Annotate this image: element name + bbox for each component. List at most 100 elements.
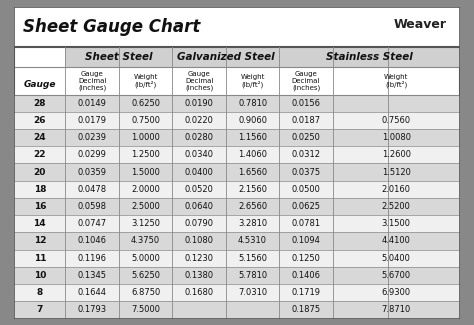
Text: 2.6560: 2.6560 bbox=[238, 202, 267, 211]
Text: 0.0220: 0.0220 bbox=[185, 116, 214, 125]
Text: 0.0312: 0.0312 bbox=[292, 150, 320, 159]
Text: Stainless Steel: Stainless Steel bbox=[326, 52, 413, 62]
Text: 0.6250: 0.6250 bbox=[131, 99, 160, 108]
FancyBboxPatch shape bbox=[14, 6, 460, 47]
FancyBboxPatch shape bbox=[14, 232, 460, 250]
Text: 2.5000: 2.5000 bbox=[131, 202, 160, 211]
FancyBboxPatch shape bbox=[14, 95, 460, 112]
FancyBboxPatch shape bbox=[65, 47, 173, 67]
Text: 5.6250: 5.6250 bbox=[131, 271, 160, 280]
Text: Galvanized Steel: Galvanized Steel bbox=[177, 52, 274, 62]
Text: 0.1793: 0.1793 bbox=[78, 306, 107, 314]
Text: 2.0000: 2.0000 bbox=[131, 185, 160, 194]
FancyBboxPatch shape bbox=[14, 146, 460, 163]
Text: 28: 28 bbox=[34, 99, 46, 108]
Text: 5.0000: 5.0000 bbox=[131, 254, 160, 263]
Text: 0.0187: 0.0187 bbox=[292, 116, 320, 125]
FancyBboxPatch shape bbox=[14, 198, 460, 215]
Text: 2.1560: 2.1560 bbox=[238, 185, 267, 194]
Text: 2.5200: 2.5200 bbox=[382, 202, 411, 211]
Text: 0.1046: 0.1046 bbox=[78, 237, 107, 245]
Text: 0.0149: 0.0149 bbox=[78, 99, 107, 108]
Text: 0.0598: 0.0598 bbox=[78, 202, 107, 211]
Text: 4.4100: 4.4100 bbox=[382, 237, 411, 245]
Text: 10: 10 bbox=[34, 271, 46, 280]
Text: 7: 7 bbox=[36, 306, 43, 314]
Text: 0.1680: 0.1680 bbox=[184, 288, 214, 297]
FancyBboxPatch shape bbox=[14, 301, 460, 318]
Text: 22: 22 bbox=[34, 150, 46, 159]
Text: Weaver: Weaver bbox=[393, 18, 447, 31]
Text: 12: 12 bbox=[34, 237, 46, 245]
Text: Weight
(lb/ft²): Weight (lb/ft²) bbox=[134, 74, 158, 88]
FancyBboxPatch shape bbox=[14, 284, 460, 301]
Text: 1.2500: 1.2500 bbox=[131, 150, 160, 159]
Text: 5.6700: 5.6700 bbox=[382, 271, 411, 280]
FancyBboxPatch shape bbox=[14, 250, 460, 267]
Text: 4.3750: 4.3750 bbox=[131, 237, 160, 245]
Text: Sheet Steel: Sheet Steel bbox=[85, 52, 153, 62]
Text: 16: 16 bbox=[34, 202, 46, 211]
Text: 7.0310: 7.0310 bbox=[238, 288, 267, 297]
Text: 0.0299: 0.0299 bbox=[78, 150, 107, 159]
Text: 0.1719: 0.1719 bbox=[292, 288, 320, 297]
Text: 3.1500: 3.1500 bbox=[382, 219, 411, 228]
Text: 0.1875: 0.1875 bbox=[292, 306, 320, 314]
FancyBboxPatch shape bbox=[14, 267, 460, 284]
Text: 0.0179: 0.0179 bbox=[78, 116, 107, 125]
Text: 0.0250: 0.0250 bbox=[292, 133, 320, 142]
Text: 4.5310: 4.5310 bbox=[238, 237, 267, 245]
Text: 0.0781: 0.0781 bbox=[292, 219, 320, 228]
Text: 1.0000: 1.0000 bbox=[131, 133, 160, 142]
Text: 0.0500: 0.0500 bbox=[292, 185, 320, 194]
Text: 0.1250: 0.1250 bbox=[292, 254, 320, 263]
Text: 0.1345: 0.1345 bbox=[78, 271, 107, 280]
Text: 26: 26 bbox=[34, 116, 46, 125]
FancyBboxPatch shape bbox=[173, 47, 279, 67]
Text: 24: 24 bbox=[34, 133, 46, 142]
Text: 0.7500: 0.7500 bbox=[131, 116, 160, 125]
Text: 0.1380: 0.1380 bbox=[184, 271, 214, 280]
Text: 3.1250: 3.1250 bbox=[131, 219, 160, 228]
Text: 1.5000: 1.5000 bbox=[131, 168, 160, 176]
Text: Sheet Gauge Chart: Sheet Gauge Chart bbox=[23, 18, 201, 36]
Text: Weight
(lb/ft²): Weight (lb/ft²) bbox=[240, 74, 265, 88]
FancyBboxPatch shape bbox=[14, 215, 460, 232]
Text: 5.1560: 5.1560 bbox=[238, 254, 267, 263]
Text: 0.0280: 0.0280 bbox=[185, 133, 214, 142]
Text: 0.0156: 0.0156 bbox=[292, 99, 320, 108]
Text: 1.6560: 1.6560 bbox=[238, 168, 267, 176]
Text: 5.0400: 5.0400 bbox=[382, 254, 411, 263]
FancyBboxPatch shape bbox=[14, 163, 460, 181]
Text: 7.5000: 7.5000 bbox=[131, 306, 160, 314]
Text: Gauge: Gauge bbox=[24, 80, 56, 89]
Text: 0.1080: 0.1080 bbox=[185, 237, 214, 245]
Text: 0.0359: 0.0359 bbox=[78, 168, 107, 176]
Text: 2.0160: 2.0160 bbox=[382, 185, 411, 194]
Text: 1.4060: 1.4060 bbox=[238, 150, 267, 159]
Text: 6.8750: 6.8750 bbox=[131, 288, 160, 297]
FancyBboxPatch shape bbox=[14, 6, 460, 318]
FancyBboxPatch shape bbox=[279, 47, 460, 67]
Text: 0.1230: 0.1230 bbox=[185, 254, 214, 263]
Text: 1.0080: 1.0080 bbox=[382, 133, 411, 142]
Text: 1.5120: 1.5120 bbox=[382, 168, 411, 176]
Text: 0.7560: 0.7560 bbox=[382, 116, 411, 125]
Text: 0.0747: 0.0747 bbox=[78, 219, 107, 228]
Text: Gauge
Decimal
(inches): Gauge Decimal (inches) bbox=[292, 71, 320, 91]
FancyBboxPatch shape bbox=[14, 112, 460, 129]
Text: 0.1094: 0.1094 bbox=[292, 237, 320, 245]
FancyBboxPatch shape bbox=[14, 181, 460, 198]
Text: 3.2810: 3.2810 bbox=[238, 219, 267, 228]
Text: Gauge
Decimal
(inches): Gauge Decimal (inches) bbox=[185, 71, 213, 91]
Text: 0.0340: 0.0340 bbox=[185, 150, 214, 159]
Text: 7.8710: 7.8710 bbox=[382, 306, 411, 314]
Text: 6.9300: 6.9300 bbox=[382, 288, 411, 297]
Text: 0.7810: 0.7810 bbox=[238, 99, 267, 108]
Text: 5.7810: 5.7810 bbox=[238, 271, 267, 280]
Text: 1.2600: 1.2600 bbox=[382, 150, 411, 159]
FancyBboxPatch shape bbox=[14, 129, 460, 146]
Text: 0.1644: 0.1644 bbox=[78, 288, 107, 297]
Text: 1.1560: 1.1560 bbox=[238, 133, 267, 142]
Text: Weight
(lb/ft²): Weight (lb/ft²) bbox=[384, 74, 409, 88]
